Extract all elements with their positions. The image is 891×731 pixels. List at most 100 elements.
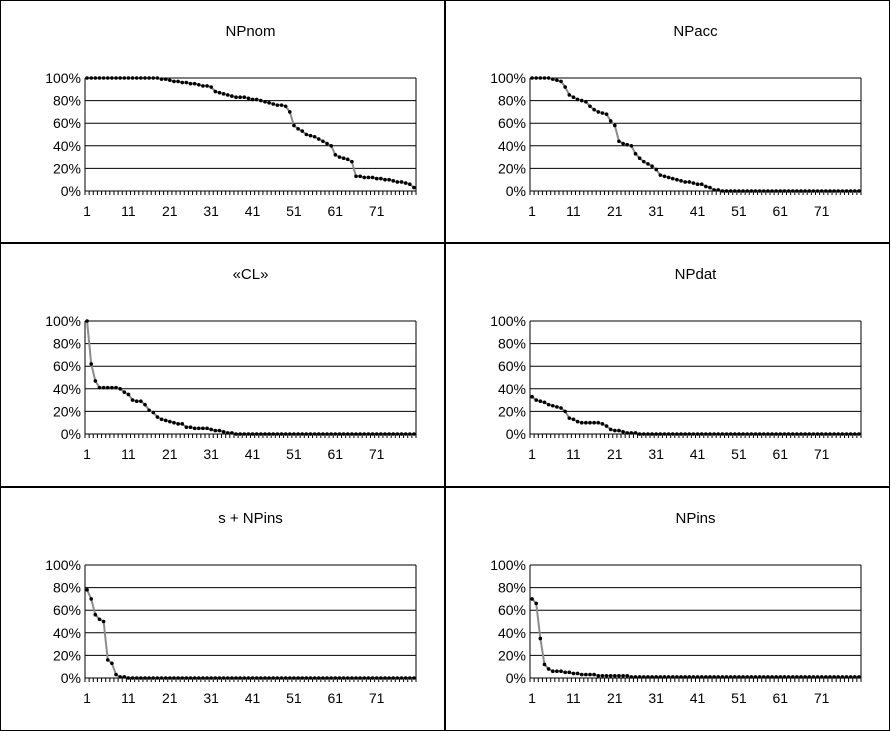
data-point <box>559 669 563 674</box>
data-point <box>399 180 404 184</box>
x-tick-label: 11 <box>566 690 581 706</box>
data-point <box>592 107 596 112</box>
data-point <box>571 417 576 422</box>
data-point <box>387 177 391 182</box>
data-point <box>139 76 143 80</box>
data-point <box>670 176 675 181</box>
data-point <box>403 181 408 185</box>
data-point <box>93 612 98 617</box>
y-tick-label: 20% <box>498 647 526 663</box>
y-tick-label: 80% <box>53 93 81 109</box>
data-point <box>546 76 551 80</box>
data-point <box>625 142 630 147</box>
chart-title: «CL» <box>233 266 269 283</box>
data-point <box>575 671 580 676</box>
data-point <box>97 385 102 390</box>
data-point <box>85 588 89 592</box>
chart-panel-1: NPnom 0% 20% 40% 60% 80% 100% 1 11 21 31 41 51 61 71 <box>0 0 445 243</box>
data-point <box>596 420 601 425</box>
data-point <box>412 185 416 190</box>
data-point <box>151 410 156 415</box>
data-point <box>105 385 110 390</box>
data-point <box>621 429 625 434</box>
data-point <box>579 98 584 103</box>
data-point <box>267 101 271 105</box>
x-tick-label: 1 <box>83 446 91 462</box>
y-tick-label: 60% <box>53 358 81 374</box>
x-tick-label: 51 <box>286 203 302 219</box>
data-point <box>292 123 296 128</box>
x-tick-label: 11 <box>121 203 136 219</box>
x-tick-label: 71 <box>369 446 385 462</box>
x-tick-label: 31 <box>648 203 664 219</box>
x-tick-label: 51 <box>731 690 747 706</box>
y-tick-label: 0% <box>61 183 81 199</box>
data-point <box>213 89 218 94</box>
data-point <box>337 155 342 159</box>
data-point <box>608 673 613 678</box>
data-point <box>143 402 147 407</box>
data-point <box>246 96 251 101</box>
data-point <box>192 426 197 431</box>
data-point <box>325 141 329 146</box>
data-point <box>579 672 584 677</box>
data-point <box>238 95 242 100</box>
data-point <box>571 95 576 100</box>
data-point <box>221 92 226 96</box>
data-point <box>254 97 259 102</box>
data-point <box>101 385 106 390</box>
data-point <box>168 78 172 83</box>
data-point <box>592 420 596 425</box>
data-point <box>530 597 534 601</box>
data-point <box>592 672 596 677</box>
data-point <box>101 76 106 80</box>
data-point <box>159 417 164 422</box>
data-point <box>143 76 147 80</box>
y-tick-label: 0% <box>61 670 81 686</box>
data-point <box>147 408 151 413</box>
data-point <box>209 427 213 432</box>
data-point <box>172 79 176 84</box>
y-tick-label: 100% <box>490 557 526 573</box>
x-tick-label: 61 <box>773 446 789 462</box>
data-point <box>279 103 284 107</box>
x-tick-label: 51 <box>286 446 302 462</box>
chart-panel-3: «CL» 0% 20% 40% 60% 80% 100% 1 11 21 31 41 51 61 71 <box>0 243 445 487</box>
x-tick-label: 51 <box>731 446 747 462</box>
data-point <box>259 98 263 103</box>
data-point <box>296 127 300 131</box>
x-tick-label: 1 <box>83 690 91 706</box>
x-tick-label: 1 <box>528 203 536 219</box>
data-point <box>275 103 280 107</box>
data-point <box>608 427 613 432</box>
data-point <box>118 387 122 391</box>
data-point <box>350 159 354 164</box>
y-tick-label: 40% <box>498 381 526 397</box>
x-tick-label: 61 <box>328 690 344 706</box>
data-point <box>217 428 222 433</box>
data-point <box>151 76 156 80</box>
chart-svg: «CL»0%20%40%60%80%100%1 11 21 31 41 51 61 71 <box>0 243 445 487</box>
data-point <box>176 422 180 426</box>
data-point <box>85 319 89 323</box>
series-line <box>531 395 859 435</box>
chart-title: NPins <box>675 510 715 527</box>
data-point <box>118 76 122 80</box>
y-tick-label: 0% <box>61 426 81 442</box>
data-point <box>567 670 572 675</box>
data-point <box>362 175 367 180</box>
data-point <box>604 112 609 116</box>
data-point <box>596 673 601 678</box>
x-tick-label: 1 <box>83 203 91 219</box>
data-point <box>93 76 98 80</box>
y-tick-label: 80% <box>498 93 526 109</box>
data-point <box>575 419 580 424</box>
data-point <box>316 137 321 141</box>
data-point <box>114 672 118 677</box>
y-tick-label: 100% <box>490 313 526 329</box>
